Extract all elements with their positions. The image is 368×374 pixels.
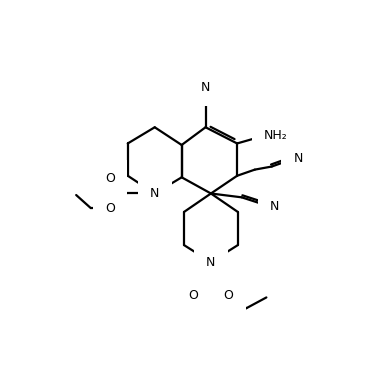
Text: O: O — [224, 289, 234, 301]
Text: NH₂: NH₂ — [264, 129, 288, 142]
Text: N: N — [293, 152, 303, 165]
Text: N: N — [150, 187, 159, 200]
Text: N: N — [270, 200, 280, 213]
Text: O: O — [105, 202, 115, 215]
Text: O: O — [188, 289, 198, 301]
Text: N: N — [201, 81, 210, 94]
Text: N: N — [206, 255, 216, 269]
Text: O: O — [105, 172, 115, 186]
